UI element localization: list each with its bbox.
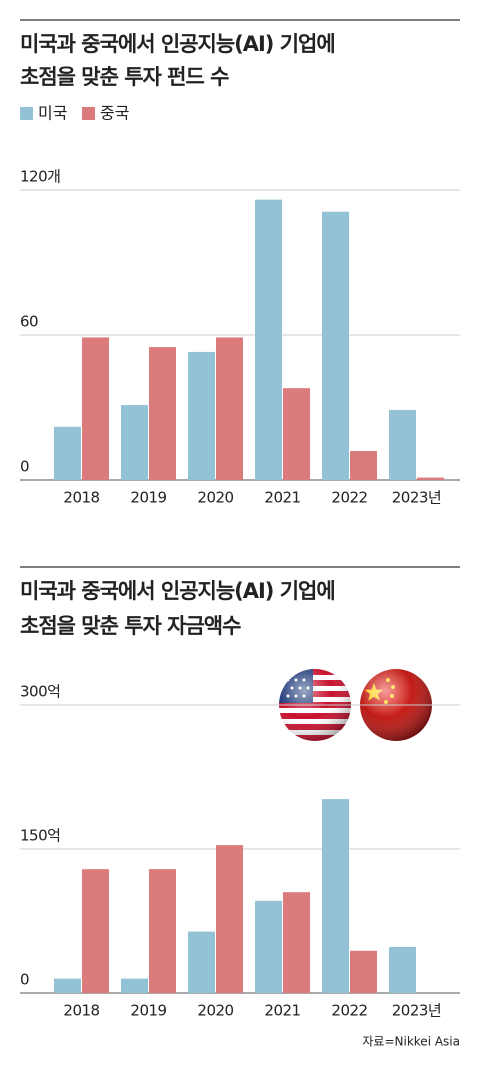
y-tick-label: 120개 (20, 168, 60, 186)
bar (283, 388, 310, 480)
bar (255, 900, 282, 993)
chart-title: 초점을 맞춘 투자 자금액수 (20, 614, 241, 638)
chart-title: 초점을 맞춘 투자 펀드 수 (20, 65, 229, 89)
bar (121, 978, 148, 993)
bar (188, 351, 215, 480)
bar (417, 477, 444, 480)
y-tick-label: 60 (20, 313, 38, 331)
y-tick-label: 150억 (20, 827, 60, 845)
bar (121, 405, 148, 480)
x-tick-label: 2023년 (392, 489, 441, 507)
y-tick-label: 300억 (20, 683, 60, 701)
bar (389, 409, 416, 480)
bar (255, 199, 282, 480)
chart-title: 미국과 중국에서 인공지능(AI) 기업에 (20, 32, 335, 56)
bar (322, 799, 349, 993)
bar (389, 946, 416, 993)
x-tick-label: 2021 (264, 1002, 300, 1020)
bar (149, 869, 176, 993)
x-tick-label: 2021 (264, 489, 300, 507)
bar (82, 337, 109, 480)
bar (283, 892, 310, 993)
bar (54, 426, 81, 480)
legend-swatch (82, 107, 95, 120)
x-tick-label: 2023년 (392, 1002, 441, 1020)
x-tick-label: 2022 (331, 489, 367, 507)
legend-label: 미국 (38, 104, 67, 123)
x-tick-label: 2018 (63, 489, 99, 507)
chart-title: 미국과 중국에서 인공지능(AI) 기업에 (20, 579, 335, 603)
x-tick-label: 2019 (130, 1002, 166, 1020)
bar (216, 337, 243, 480)
bar (188, 931, 215, 993)
x-tick-label: 2020 (197, 489, 233, 507)
bar (350, 451, 377, 480)
x-tick-label: 2020 (197, 1002, 233, 1020)
x-tick-label: 2018 (63, 1002, 99, 1020)
y-tick-label: 0 (20, 458, 29, 476)
x-tick-label: 2022 (331, 1002, 367, 1020)
legend-label: 중국 (100, 104, 129, 123)
bar (149, 347, 176, 480)
bar (54, 978, 81, 993)
bar (82, 869, 109, 993)
x-tick-label: 2019 (130, 489, 166, 507)
bar (216, 845, 243, 993)
source: 자료=Nikkei Asia (362, 1035, 460, 1049)
legend-swatch (20, 107, 33, 120)
bar (322, 211, 349, 480)
bar (350, 950, 377, 993)
y-tick-label: 0 (20, 971, 29, 989)
